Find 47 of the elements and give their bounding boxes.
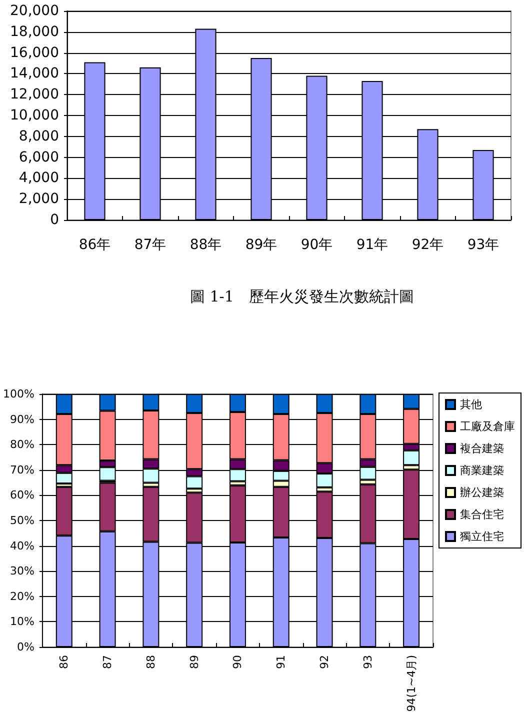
y-tick-label: 30%: [10, 564, 34, 578]
y-tick-label: 0%: [16, 640, 34, 654]
x-tick-label: 94(1~4月): [404, 655, 418, 712]
y-tick-label: 40%: [10, 539, 34, 552]
y-tick-label: 20%: [10, 590, 34, 603]
y-tick-label: 90%: [10, 412, 34, 426]
y-tick-label: 16,000: [10, 44, 59, 61]
y-tick-label: 20,000: [10, 3, 59, 19]
x-tick-label: 88: [144, 655, 158, 669]
y-tick-label: 10,000: [10, 108, 59, 124]
y-tick-label: 100%: [2, 388, 34, 400]
y-tick-label: 0: [50, 212, 59, 228]
x-tick-label: 90: [231, 655, 244, 669]
y-tick-label: 6,000: [18, 149, 59, 166]
legend-label: 集合住宅: [460, 508, 504, 521]
legend-label: 複合建築: [460, 442, 504, 455]
legend-label: 工廠及倉庫: [460, 420, 515, 433]
y-tick-label: 70%: [10, 463, 34, 476]
x-tick-label: 87: [101, 655, 114, 669]
x-tick-label: 86年: [78, 237, 111, 253]
y-tick-label: 12,000: [10, 86, 59, 103]
y-tick-label: 10%: [10, 615, 34, 628]
legend-label: 其他: [460, 398, 482, 411]
y-tick-label: 2,000: [18, 191, 59, 208]
x-tick-label: 90年: [300, 237, 333, 253]
x-tick-label: 91: [274, 655, 288, 669]
y-tick-label: 18,000: [10, 24, 59, 40]
x-tick-label: 89年: [245, 237, 278, 253]
y-tick-label: 14,000: [10, 66, 59, 82]
y-tick-label: 50%: [10, 514, 34, 527]
x-tick-label: 91年: [356, 237, 388, 253]
x-tick-label: 87年: [134, 237, 166, 253]
x-tick-label: 88年: [190, 237, 222, 253]
y-tick-label: 8,000: [18, 128, 59, 144]
legend-label: 獨立住宅: [460, 530, 504, 543]
y-tick-label: 4,000: [18, 170, 59, 186]
legend-label: 商業建築: [460, 464, 504, 477]
x-tick-label: 92年: [412, 237, 444, 253]
y-tick-label: 60%: [10, 488, 34, 502]
legend-label: 辦公建築: [460, 486, 504, 499]
x-tick-label: 92: [318, 655, 332, 669]
text: 圖 1-1 歷年火災發生次數統計圖: [190, 288, 414, 306]
x-tick-label: 89: [188, 655, 201, 669]
y-tick-label: 80%: [10, 438, 34, 452]
x-tick-label: 93年: [467, 237, 500, 253]
x-tick-label: 86: [58, 655, 71, 669]
x-tick-label: 93: [361, 655, 374, 669]
